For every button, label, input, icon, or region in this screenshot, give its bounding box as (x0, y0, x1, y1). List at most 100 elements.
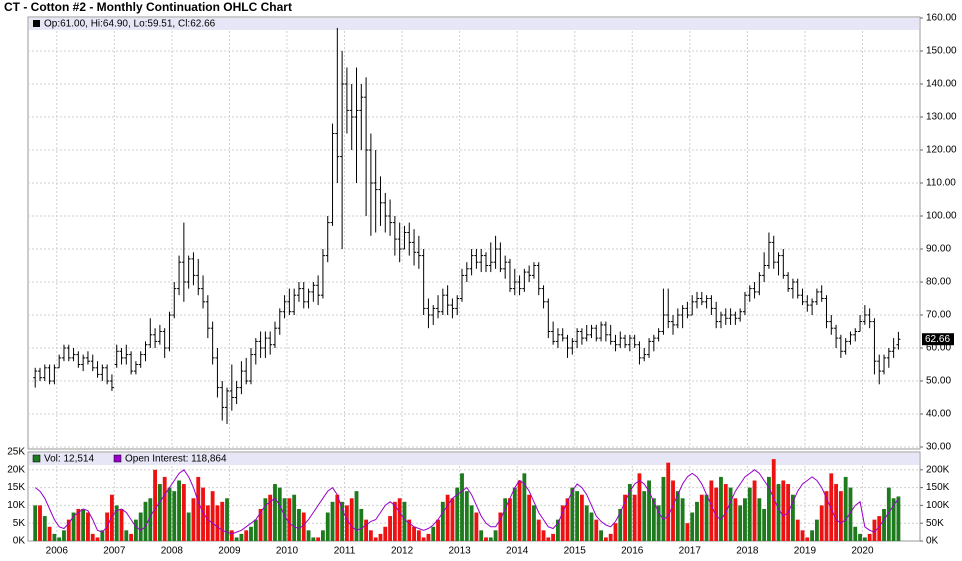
volume-bar (436, 519, 440, 541)
volume-legend: Vol: 12,514 (44, 454, 94, 465)
volume-bar (858, 533, 862, 541)
volume-bar (172, 491, 177, 541)
volume-bar (522, 473, 527, 541)
volume-bar (666, 462, 671, 541)
volume-bar (814, 519, 819, 541)
volume-bar (378, 533, 383, 541)
volume-bar (647, 480, 651, 541)
volume-bar (253, 519, 258, 541)
volume-bar (138, 512, 143, 541)
volume-bar (392, 501, 397, 541)
y-tick-label: 160.00 (926, 13, 957, 24)
volume-bar (743, 498, 747, 541)
volume-bar (877, 516, 882, 541)
volume-bar (38, 505, 42, 541)
volume-bar (143, 501, 148, 541)
volume-bar (570, 487, 575, 541)
volume-bar (464, 491, 469, 541)
volume-bar (891, 498, 896, 541)
volume-bar (527, 494, 532, 541)
volume-bar (167, 487, 172, 541)
volume-bar (119, 508, 124, 541)
volume-bar (767, 476, 771, 541)
volume-bar (469, 505, 474, 541)
volume-bar (690, 512, 695, 541)
volume-bar (268, 494, 273, 541)
volume-bar (86, 512, 90, 541)
y2-tick-label: 100K (926, 500, 950, 511)
y-tick-label: 90.00 (926, 244, 951, 255)
volume-bar (493, 530, 498, 541)
volume-bar (714, 487, 719, 541)
volume-bar (114, 505, 119, 541)
x-tick-label: 2017 (679, 546, 702, 557)
y-tick-label: 20K (7, 464, 25, 475)
last-price-box (922, 333, 954, 346)
y-tick-label: 60.00 (926, 343, 951, 354)
volume-bar (364, 519, 369, 541)
volume-bar (359, 508, 364, 541)
volume-bar (886, 487, 891, 541)
volume-bar (321, 530, 325, 541)
x-tick-label: 2019 (794, 546, 817, 557)
volume-bar (488, 537, 493, 541)
volume-bar (642, 491, 647, 541)
volume-bar (560, 505, 565, 541)
volume-bar (579, 494, 584, 541)
volume-bar (244, 530, 249, 541)
volume-bar (66, 519, 71, 541)
volume-bar (728, 487, 733, 541)
price-legend: Op:61.00, Hi:64.90, Lo:59.51, Cl:62.66 (44, 19, 216, 30)
volume-bar (330, 501, 335, 541)
chart-title: CT - Cotton #2 - Monthly Continuation OH… (4, 0, 292, 14)
volume-bar (133, 519, 138, 541)
volume-bar (862, 537, 867, 541)
volume-bar (781, 480, 786, 541)
volume-bar (589, 512, 594, 541)
volume-bar (699, 494, 704, 541)
y-tick-label: 70.00 (926, 310, 951, 321)
volume-bar (738, 505, 743, 541)
volume-bar (498, 512, 503, 541)
x-tick-label: 2016 (621, 546, 644, 557)
volume-bar (671, 480, 675, 541)
volume-bar (196, 476, 201, 541)
volume-bar (388, 516, 392, 541)
volume-bar (450, 498, 455, 541)
y-tick-label: 25K (7, 447, 25, 458)
x-tick-label: 2010 (276, 546, 299, 557)
y-tick-label: 15K (7, 482, 25, 493)
volume-bar (603, 537, 608, 541)
y-tick-label: 30.00 (926, 442, 951, 453)
volume-bar (344, 505, 349, 541)
volume-bar (76, 508, 81, 541)
volume-bar (57, 537, 62, 541)
volume-bar (292, 494, 297, 541)
volume-bar (896, 496, 901, 541)
volume-bar (90, 533, 95, 541)
volume-bar (157, 484, 162, 541)
y-tick-label: 10K (7, 500, 25, 511)
volume-bar (416, 530, 421, 541)
y-tick-label: 0K (13, 536, 26, 547)
volume-bar (129, 533, 134, 541)
volume-bar (445, 494, 450, 541)
volume-bar (368, 530, 373, 541)
volume-bar (62, 530, 66, 541)
volume-bar (412, 526, 416, 541)
x-tick-label: 2011 (334, 546, 356, 557)
x-tick-label: 2018 (736, 546, 759, 557)
volume-bar (148, 498, 153, 541)
volume-bar (191, 498, 196, 541)
volume-bar (776, 484, 781, 541)
volume-bar (805, 537, 810, 541)
volume-bar (273, 484, 277, 541)
volume-bar (867, 533, 872, 541)
volume-bar (110, 494, 114, 541)
volume-bar (872, 519, 877, 541)
volume-bar (685, 523, 690, 541)
x-tick-label: 2014 (506, 546, 529, 557)
volume-bar (354, 491, 359, 541)
volume-bar (834, 484, 838, 541)
